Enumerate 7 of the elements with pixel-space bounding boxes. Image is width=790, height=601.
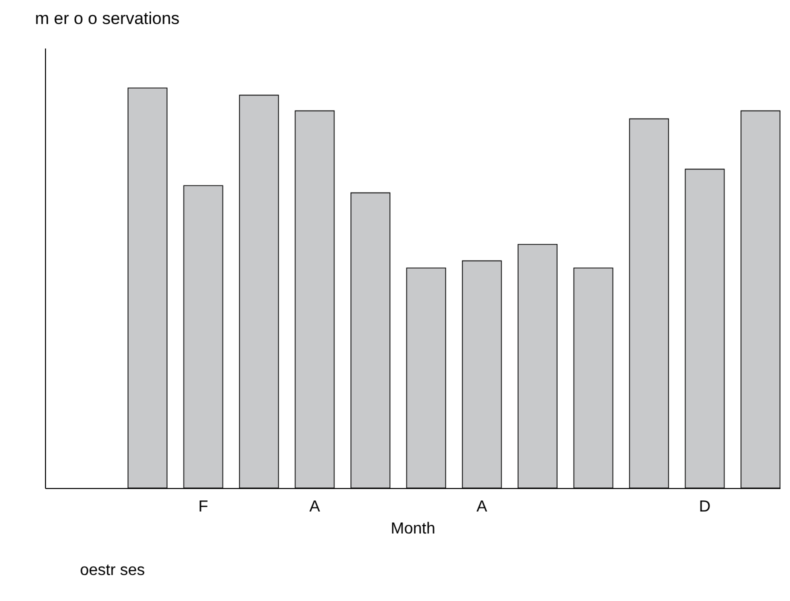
x-tick-label: A	[476, 498, 488, 516]
x-tick-label: D	[698, 498, 711, 516]
chart-title: m er o o servations	[35, 9, 180, 28]
text: oestr ses	[80, 562, 145, 579]
x-axis-title: Month	[390, 520, 436, 538]
x-tick-label: A	[309, 498, 320, 516]
x-tick-label: F	[198, 498, 208, 516]
